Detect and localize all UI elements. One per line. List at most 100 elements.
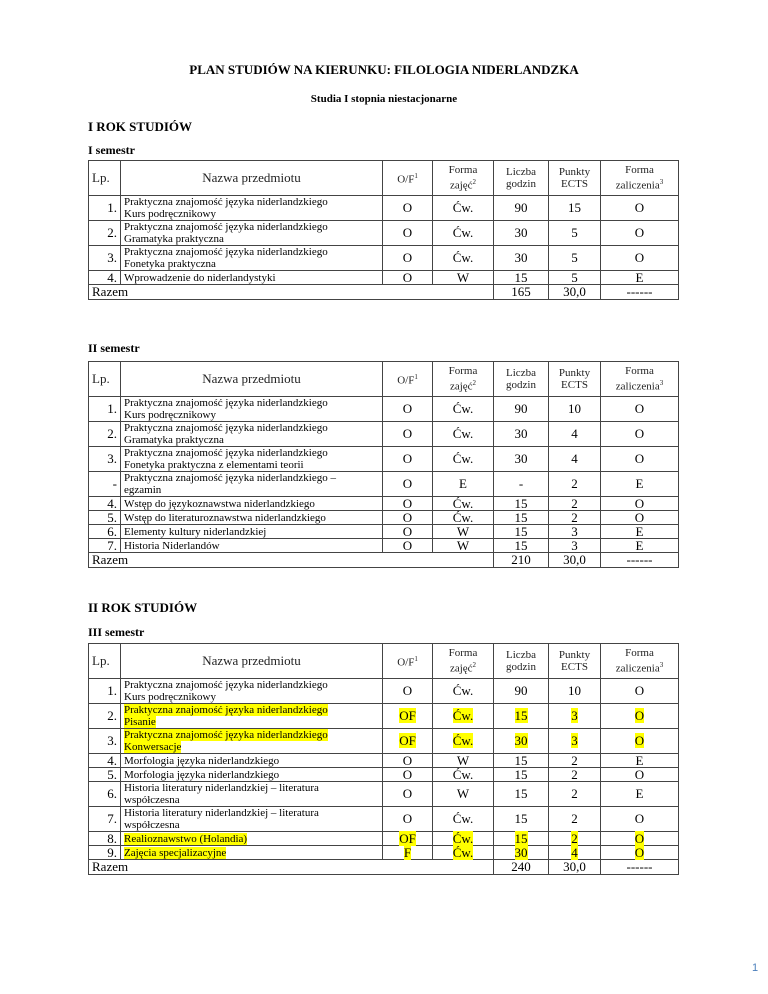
cell-hours: 30 — [493, 728, 549, 754]
zal-value: O — [634, 733, 645, 748]
total-zal: ------ — [600, 284, 679, 300]
cell-name: Historia Niderlandów — [120, 538, 383, 553]
cell-zal: O — [600, 678, 679, 704]
cell-hours: 15 — [493, 538, 549, 553]
cell-ects: 3 — [548, 523, 601, 539]
cell-name: Zajęcia specjalizacyjne — [120, 845, 383, 860]
ects-value: 3 — [571, 523, 578, 539]
forma-value: Ćw. — [452, 250, 474, 265]
cell-lp: 5. — [88, 510, 121, 525]
cell-hours: 90 — [493, 678, 549, 704]
subject-name: Wstęp do literaturoznawstwa niderlandzki… — [124, 511, 326, 524]
subject-name: Praktyczna znajomość języka niderlandzki… — [124, 221, 328, 245]
document-subtitle: Studia I stopnia niestacjonarne — [310, 93, 458, 105]
cell-lp: 7. — [88, 538, 121, 553]
subject-name: Realioznawstwo (Holandia) — [124, 832, 248, 845]
table-row: 1. Praktyczna znajomość języka niderland… — [88, 396, 679, 422]
ects-value: 2 — [571, 509, 578, 525]
total-label: Razem — [88, 552, 494, 568]
cell-forma: Ćw. — [432, 728, 494, 754]
cell-of: OF — [382, 728, 433, 754]
subject-name: Elementy kultury niderlandzkiej — [124, 525, 267, 538]
cell-forma: Ćw. — [432, 220, 494, 246]
of-value: O — [402, 451, 413, 466]
total-hours: 210 — [493, 552, 549, 568]
zal-value: E — [635, 269, 644, 285]
cell-hours: 15 — [493, 270, 549, 285]
cell-forma: Ćw. — [432, 496, 494, 511]
zal-value: O — [634, 509, 645, 525]
cell-zal: O — [600, 495, 679, 511]
cell-ects: 3 — [548, 537, 601, 553]
hours-value: - — [518, 476, 524, 491]
ects-value: 4 — [571, 844, 578, 860]
of-value: F — [403, 844, 412, 860]
cell-name: Praktyczna znajomość języka niderlandzki… — [120, 471, 383, 497]
hours-value: 15 — [514, 786, 528, 801]
forma-value: Ćw. — [452, 733, 474, 748]
ects-value: 2 — [571, 752, 578, 768]
cell-name: Praktyczna znajomość języka niderlandzki… — [120, 396, 383, 422]
cell-of: O — [382, 806, 433, 832]
header-lp: Lp. — [88, 643, 121, 679]
zal-value: O — [634, 830, 645, 846]
forma-value: E — [459, 476, 467, 491]
cell-of: O — [382, 537, 433, 553]
table-row: 5. Wstęp do literaturoznawstwa niderland… — [88, 509, 679, 525]
semester-heading: III semestr — [88, 625, 145, 639]
header-punkty: Punkty ECTS — [548, 643, 601, 679]
cell-name: Wstęp do literaturoznawstwa niderlandzki… — [120, 510, 383, 525]
cell-ects: 4 — [548, 421, 601, 447]
cell-of: O — [382, 752, 433, 768]
footnote-ref: 1 — [414, 172, 418, 181]
zal-value: O — [634, 495, 645, 511]
cell-forma: Ćw. — [432, 844, 494, 860]
total-row: Razem 240 30,0 ------ — [88, 859, 679, 875]
cell-of: O — [382, 421, 433, 447]
cell-name: Praktyczna znajomość języka niderlandzki… — [120, 195, 383, 221]
zal-value: O — [634, 766, 645, 782]
year-heading: I ROK STUDIÓW — [88, 119, 193, 134]
hours-value: 90 — [514, 683, 528, 698]
cell-ects: 10 — [548, 678, 601, 704]
ects-value: 4 — [571, 451, 578, 466]
header-liczba: Liczba godzin — [493, 643, 549, 679]
footnote-ref: 3 — [659, 178, 664, 187]
total-label: Razem — [88, 859, 494, 875]
cell-zal: E — [600, 524, 679, 539]
zal-value: O — [634, 811, 645, 826]
cell-zal: O — [600, 806, 679, 832]
of-value: O — [402, 537, 413, 553]
cell-zal: E — [600, 471, 679, 497]
ects-value: 3 — [571, 537, 578, 553]
cell-ects: 5 — [548, 245, 601, 271]
of-value: OF — [399, 830, 416, 846]
subject-name: Praktyczna znajomość języka niderlandzki… — [124, 704, 328, 728]
ects-value: 4 — [571, 426, 578, 441]
cell-name: Praktyczna znajomość języka niderlandzki… — [120, 220, 383, 246]
cell-forma: W — [432, 781, 494, 807]
table-row: 2. Praktyczna znajomość języka niderland… — [88, 703, 679, 729]
cell-lp: 1. — [88, 396, 121, 422]
header-row: Lp. Nazwa przedmiotu O/F1 Forma zajęć2 L… — [88, 361, 679, 397]
total-ects: 30,0 — [548, 284, 601, 300]
of-value: O — [402, 225, 413, 240]
cell-ects: 2 — [548, 752, 601, 768]
cell-name: Praktyczna znajomość języka niderlandzki… — [120, 728, 383, 754]
of-value: O — [402, 752, 413, 768]
cell-of: O — [382, 510, 433, 525]
subject-name: Historia literatury niderlandzkiej – lit… — [124, 807, 319, 831]
hours-value: 90 — [514, 200, 528, 215]
header-name: Nazwa przedmiotu — [120, 160, 383, 196]
footnote-ref: 1 — [414, 655, 418, 664]
table-row: 3. Praktyczna znajomość języka niderland… — [88, 446, 679, 472]
cell-ects: 15 — [548, 195, 601, 221]
zal-value: O — [634, 200, 645, 215]
subject-name: Praktyczna znajomość języka niderlandzki… — [124, 447, 328, 471]
header-of-text: O/F — [397, 656, 415, 669]
ects-value: 2 — [571, 811, 578, 826]
of-value: O — [402, 523, 413, 539]
cell-lp: 9. — [88, 845, 121, 860]
subject-name: Morfologia języka niderlandzkiego — [124, 754, 280, 767]
